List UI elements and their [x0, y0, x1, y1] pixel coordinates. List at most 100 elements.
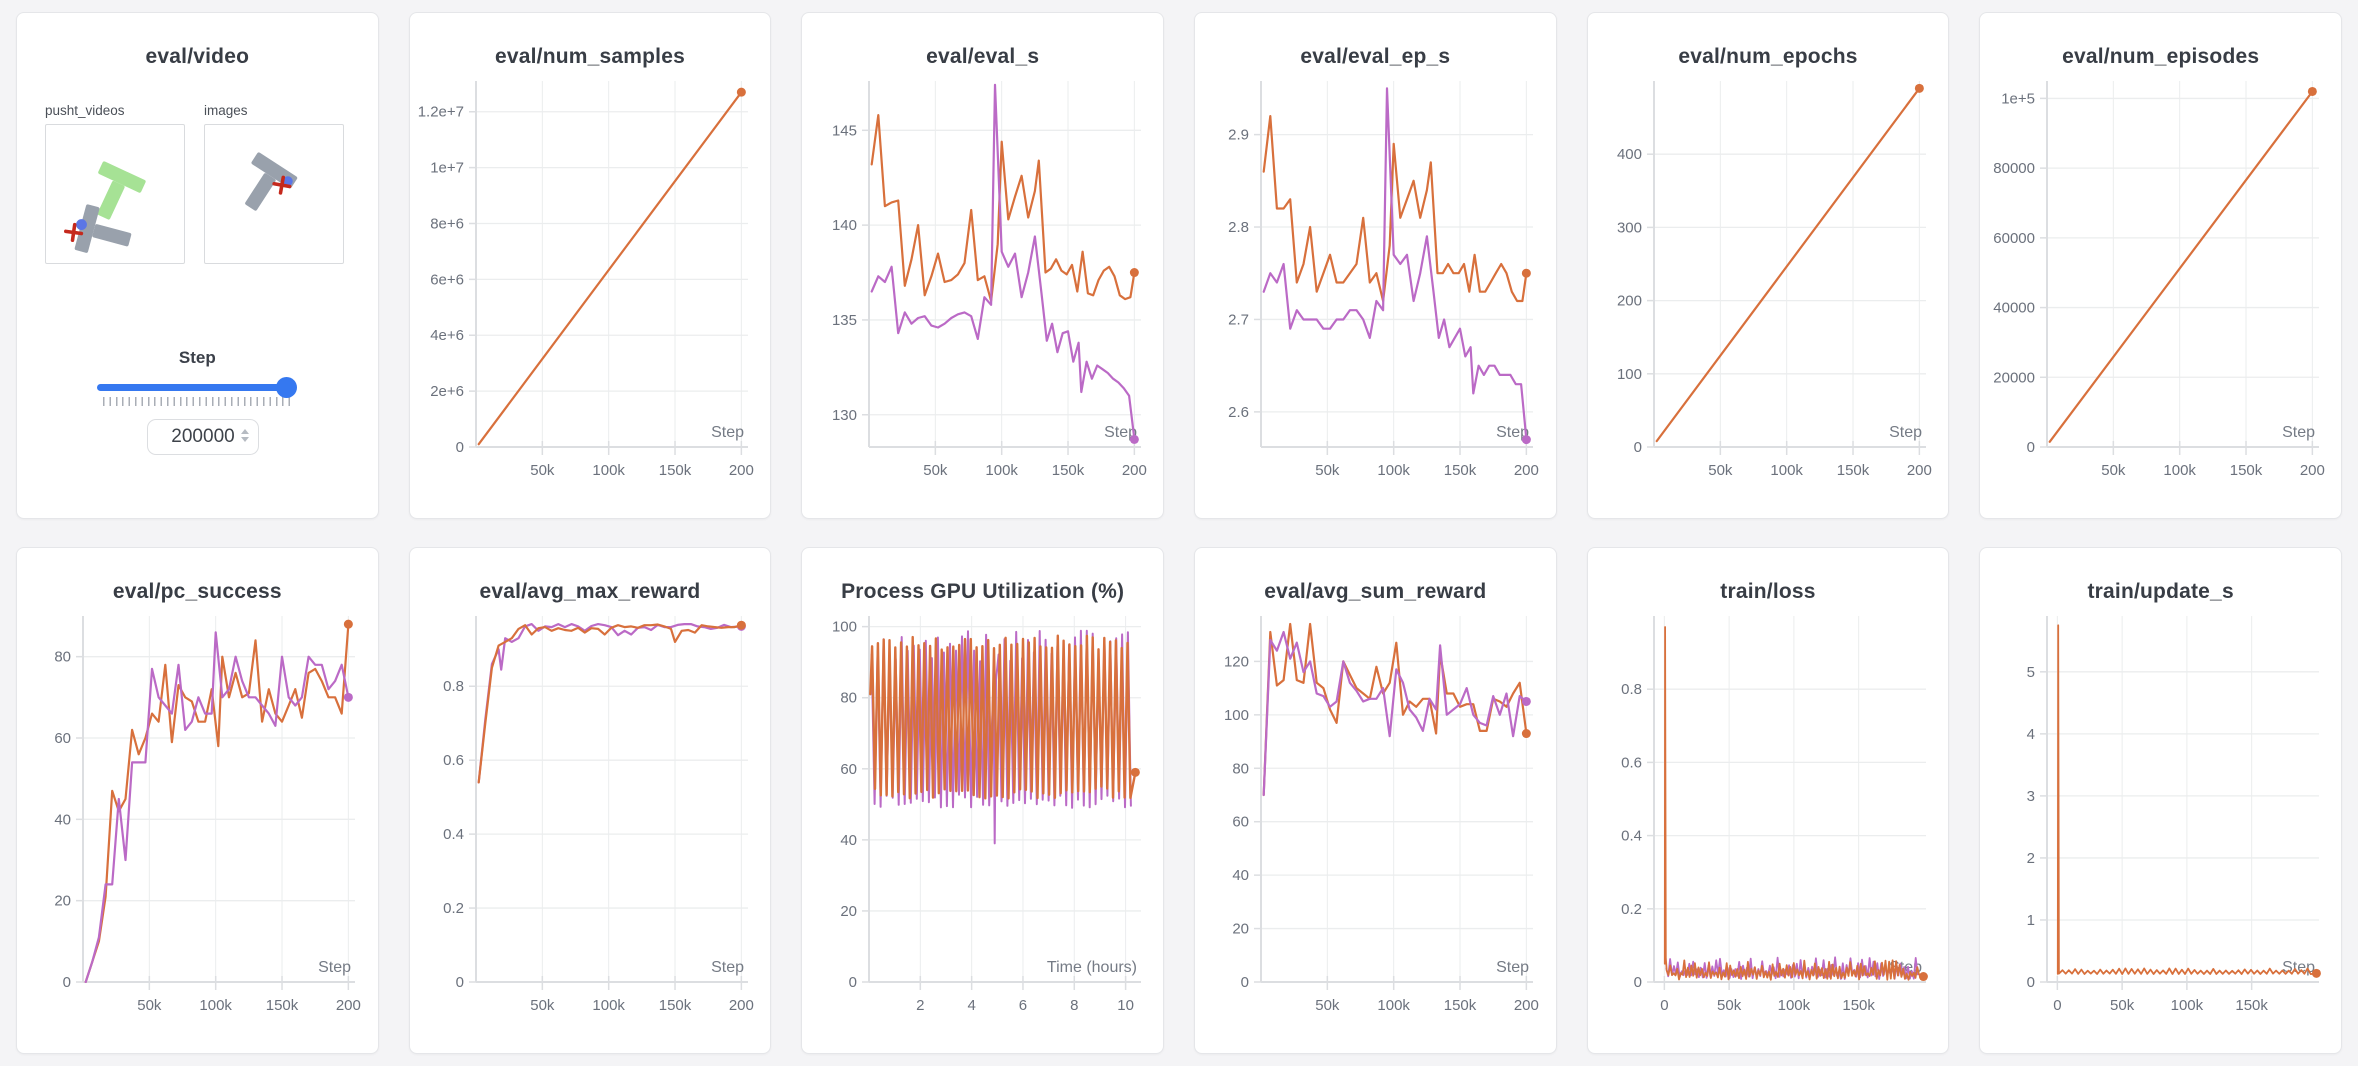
pusht-video-thumbnail[interactable]	[45, 124, 185, 264]
step-slider[interactable]	[97, 377, 297, 398]
slider-thumb[interactable]	[276, 377, 297, 398]
svg-text:150k: 150k	[1051, 462, 1084, 479]
chart-canvas[interactable]: 0 20 40 60 80 100 120 50k 100k 150k 200 Step	[1203, 608, 1547, 1032]
agent-dot-icon	[76, 219, 87, 230]
svg-text:80: 80	[55, 649, 72, 666]
chart-panel-train-update-s[interactable]: train/update_s 0 1 2 3 4 5 0 50k 100k 150k Step	[1979, 547, 2342, 1054]
svg-text:0: 0	[1634, 439, 1642, 456]
chart-panel-eval-avg-sum-reward[interactable]: eval/avg_sum_reward 0 20 40 60 80 100 120 50k 10…	[1193, 547, 1557, 1054]
chart-panel-eval-num-episodes[interactable]: eval/num_episodes 0 20000 40000 60000 80000 1…	[1979, 12, 2342, 519]
svg-text:2.8: 2.8	[1228, 219, 1249, 236]
svg-text:50k: 50k	[923, 462, 948, 479]
svg-text:0: 0	[456, 974, 464, 991]
svg-text:3: 3	[2026, 788, 2034, 805]
chart-panel-eval-eval-ep-s[interactable]: eval/eval_ep_s 2.6 2.7 2.8 2.9 50k 100k 150k 20…	[1193, 12, 1557, 519]
chart-panel-eval-eval-s[interactable]: eval/eval_s 130 135 140 145 50k 100k 150k 200 St…	[801, 12, 1164, 519]
agent-dot-icon	[282, 176, 293, 187]
svg-text:50k: 50k	[1316, 997, 1341, 1014]
svg-text:200: 200	[1514, 462, 1539, 479]
stepper-down-icon[interactable]	[241, 437, 249, 442]
step-slider-label: Step	[178, 348, 216, 367]
svg-text:200: 200	[729, 997, 754, 1014]
svg-text:0: 0	[1634, 974, 1642, 991]
svg-text:Step: Step	[2282, 424, 2315, 441]
svg-text:0: 0	[848, 974, 856, 991]
svg-text:150k: 150k	[1444, 997, 1477, 1014]
svg-text:0: 0	[1241, 974, 1249, 991]
chart-panel-eval-num-samples[interactable]: eval/num_samples 0 2e+6 4e+6 6e+6 8e+6 1e+7 1.…	[408, 12, 772, 519]
chart-panel-eval-avg-max-reward[interactable]: eval/avg_max_reward 0 0.2 0.4 0.6 0.8 50k 100k…	[408, 547, 772, 1054]
chart-canvas[interactable]: 0 20000 40000 60000 80000 1e+5 50k 100k 150k 200 S…	[1989, 73, 2333, 497]
images-scene-image	[245, 152, 298, 211]
svg-text:60: 60	[55, 730, 72, 747]
media-panel-eval-video[interactable]: eval/video pusht_videos images	[16, 12, 379, 519]
chart-panel-eval-num-epochs[interactable]: eval/num_epochs 0 100 200 300 400 50k 100k 150k…	[1586, 12, 1950, 519]
svg-text:140: 140	[832, 217, 857, 234]
stepper-up-icon[interactable]	[241, 429, 249, 434]
chart-canvas[interactable]: 0 100 200 300 400 50k 100k 150k 200 Step	[1596, 73, 1940, 497]
svg-text:40: 40	[55, 811, 72, 828]
chart-panel-process-gpu-utilization[interactable]: Process GPU Utilization (%) 0 20 40 60 80 100…	[801, 547, 1164, 1054]
chart-title: Process GPU Utilization (%)	[841, 580, 1125, 603]
svg-text:2.6: 2.6	[1228, 404, 1249, 421]
svg-text:20000: 20000	[1993, 369, 2035, 386]
chart-panel-eval-pc-success[interactable]: eval/pc_success 0 20 40 60 80 50k 100k 150k 200 S…	[16, 547, 379, 1054]
svg-text:0.2: 0.2	[443, 900, 464, 917]
svg-text:6: 6	[1018, 997, 1026, 1014]
chart-canvas[interactable]: 2.6 2.7 2.8 2.9 50k 100k 150k 200 Step	[1203, 73, 1547, 497]
svg-text:0.8: 0.8	[1621, 681, 1642, 698]
svg-text:6e+6: 6e+6	[430, 271, 464, 288]
svg-text:20: 20	[55, 893, 72, 910]
svg-text:200: 200	[1907, 462, 1932, 479]
chart-panel-train-loss[interactable]: train/loss 0 0.2 0.4 0.6 0.8 0 50k 100k 150k Step	[1586, 547, 1950, 1054]
chart-title: train/update_s	[2087, 580, 2234, 603]
chart-canvas[interactable]: 0 0.2 0.4 0.6 0.8 50k 100k 150k 200 Step	[418, 608, 762, 1032]
svg-text:200: 200	[1617, 293, 1642, 310]
svg-text:100k: 100k	[2170, 997, 2203, 1014]
svg-text:100k: 100k	[985, 462, 1018, 479]
svg-text:50k: 50k	[1717, 997, 1742, 1014]
svg-text:40000: 40000	[1993, 300, 2035, 317]
svg-text:150k: 150k	[1837, 462, 1870, 479]
svg-text:200: 200	[729, 462, 754, 479]
svg-text:60000: 60000	[1993, 230, 2035, 247]
svg-text:40: 40	[840, 832, 857, 849]
svg-text:4: 4	[967, 997, 975, 1014]
svg-text:80: 80	[840, 690, 857, 707]
media-thumbnails-row	[25, 124, 370, 264]
pusht-scene-image	[64, 161, 146, 253]
chart-canvas[interactable]: 130 135 140 145 50k 100k 150k 200 Step	[811, 73, 1155, 497]
chart-canvas[interactable]: 0 20 40 60 80 50k 100k 150k 200 Step	[25, 608, 369, 1032]
svg-text:60: 60	[840, 761, 857, 778]
svg-text:2: 2	[916, 997, 924, 1014]
images-thumbnail[interactable]	[204, 124, 344, 264]
step-value: 200000	[171, 426, 235, 447]
svg-text:0.6: 0.6	[1621, 754, 1642, 771]
svg-text:50k: 50k	[1316, 462, 1341, 479]
svg-text:Step: Step	[1104, 424, 1137, 441]
svg-text:2e+6: 2e+6	[430, 383, 464, 400]
chart-title: eval/num_episodes	[2062, 45, 2260, 68]
svg-text:100k: 100k	[200, 997, 233, 1014]
svg-text:100k: 100k	[592, 462, 625, 479]
svg-text:150k: 150k	[2229, 462, 2262, 479]
chart-title: eval/avg_max_reward	[479, 580, 701, 603]
chart-canvas[interactable]: 0 20 40 60 80 100 2 4 6 8 10 Time (hours)	[811, 608, 1155, 1032]
svg-text:20: 20	[1233, 921, 1250, 938]
slider-track[interactable]	[97, 384, 287, 391]
svg-text:20: 20	[840, 903, 857, 920]
svg-text:0.8: 0.8	[443, 678, 464, 695]
svg-text:0: 0	[1660, 997, 1668, 1014]
svg-text:2: 2	[2026, 850, 2034, 867]
chart-canvas[interactable]: 0 2e+6 4e+6 6e+6 8e+6 1e+7 1.2e+7 50k 100k 150k 20…	[418, 73, 762, 497]
svg-text:0: 0	[456, 439, 464, 456]
stepper-control[interactable]	[241, 429, 249, 442]
svg-text:0.4: 0.4	[443, 826, 464, 843]
step-value-input[interactable]: 200000	[147, 419, 259, 455]
svg-text:10: 10	[1117, 997, 1134, 1014]
svg-text:100k: 100k	[1378, 997, 1411, 1014]
svg-text:0.4: 0.4	[1621, 828, 1642, 845]
